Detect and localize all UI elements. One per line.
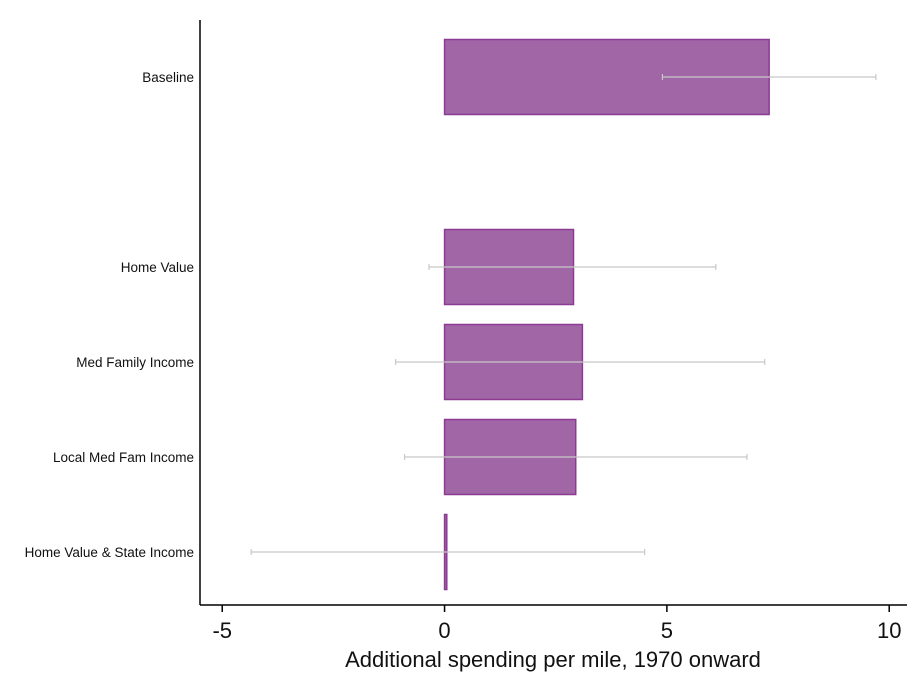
x-tick-label-1: 0: [438, 618, 450, 643]
x-tick-label-3: 10: [877, 618, 901, 643]
axes: [199, 20, 907, 606]
labels: Baseline Home Value Med Family Income Local…: [25, 70, 902, 643]
x-tick-label-2: 5: [661, 618, 673, 643]
x-axis-title: Additional spending per mile, 1970 onwar…: [345, 647, 761, 672]
category-label-2: Med Family Income: [76, 355, 194, 370]
category-label-4: Home Value & State Income: [25, 545, 194, 560]
category-label-3: Local Med Fam Income: [53, 450, 194, 465]
x-tick-label-0: -5: [212, 618, 232, 643]
category-label-1: Home Value: [121, 260, 194, 275]
category-label-0: Baseline: [142, 70, 194, 85]
plot-marks: [221, 38, 890, 612]
